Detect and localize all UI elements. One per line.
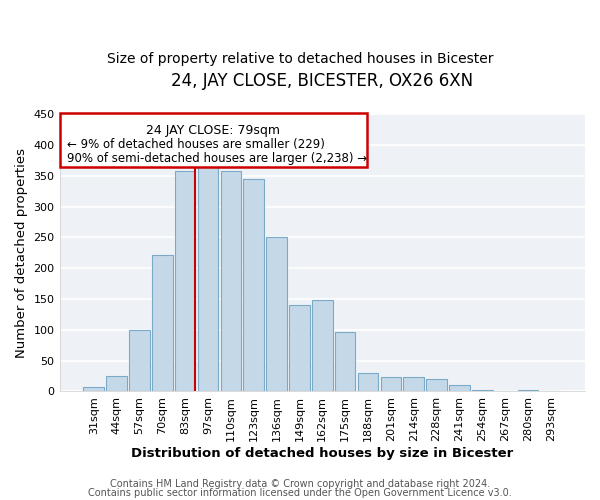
Bar — [152, 254, 173, 392]
Text: Contains public sector information licensed under the Open Government Licence v3: Contains public sector information licen… — [88, 488, 512, 498]
Title: 24, JAY CLOSE, BICESTER, OX26 6XN: 24, JAY CLOSE, BICESTER, OX26 6XN — [171, 72, 473, 90]
Bar — [426, 379, 447, 392]
Y-axis label: Number of detached properties: Number of detached properties — [15, 148, 28, 358]
Text: Size of property relative to detached houses in Bicester: Size of property relative to detached ho… — [107, 52, 493, 66]
Bar — [312, 300, 332, 392]
Bar — [221, 171, 241, 392]
Bar — [83, 386, 104, 392]
Bar — [518, 390, 538, 392]
Bar — [472, 390, 493, 392]
Bar — [266, 238, 287, 392]
Bar — [380, 378, 401, 392]
Bar — [495, 391, 515, 392]
Bar — [244, 179, 264, 392]
Bar — [335, 332, 355, 392]
Bar — [175, 171, 196, 392]
Bar — [403, 378, 424, 392]
FancyBboxPatch shape — [59, 113, 367, 167]
Text: Contains HM Land Registry data © Crown copyright and database right 2024.: Contains HM Land Registry data © Crown c… — [110, 479, 490, 489]
Bar — [106, 376, 127, 392]
Bar — [129, 330, 150, 392]
Text: 90% of semi-detached houses are larger (2,238) →: 90% of semi-detached houses are larger (… — [67, 152, 368, 164]
Text: 24 JAY CLOSE: 79sqm: 24 JAY CLOSE: 79sqm — [146, 124, 280, 137]
Bar — [449, 384, 470, 392]
Bar — [358, 373, 378, 392]
X-axis label: Distribution of detached houses by size in Bicester: Distribution of detached houses by size … — [131, 447, 514, 460]
Bar — [289, 305, 310, 392]
Bar — [541, 391, 561, 392]
Bar — [198, 166, 218, 392]
Text: ← 9% of detached houses are smaller (229): ← 9% of detached houses are smaller (229… — [67, 138, 325, 151]
